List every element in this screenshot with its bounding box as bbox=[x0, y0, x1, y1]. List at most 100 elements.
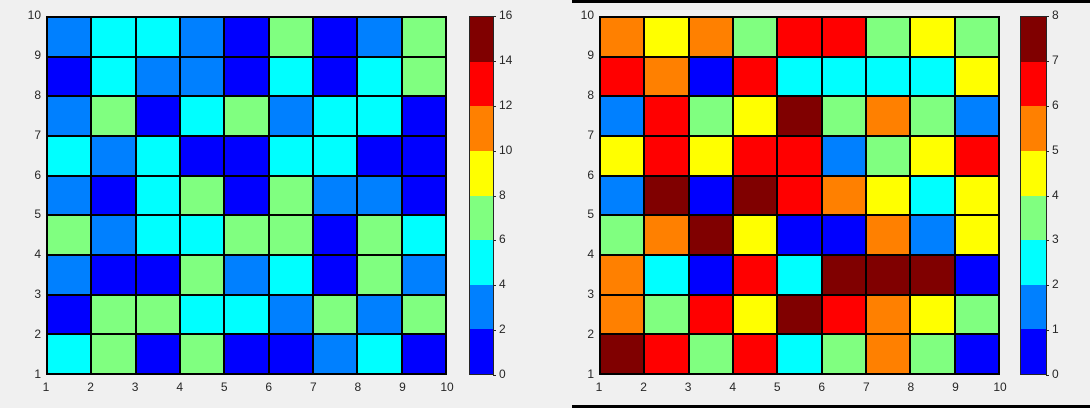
heatmap-cell bbox=[954, 17, 999, 57]
x-tick-label: 9 bbox=[399, 380, 406, 394]
x-tick-label: 7 bbox=[862, 380, 870, 394]
x-tick-label: 1 bbox=[42, 380, 50, 394]
colorbar-tick-label: 12 bbox=[499, 97, 513, 112]
heatmap-cell bbox=[224, 175, 269, 216]
y-tick-label: 1 bbox=[34, 367, 41, 381]
heatmap-cell bbox=[600, 56, 645, 97]
colorbar-tick-label: 0 bbox=[1052, 367, 1059, 381]
colorbar-tick-mark bbox=[493, 105, 496, 107]
heatmap-cell bbox=[312, 96, 358, 136]
colorbar-segment bbox=[1021, 150, 1046, 196]
colorbar-segment bbox=[470, 61, 493, 107]
x-tick-label: 2 bbox=[640, 380, 647, 394]
x-tick-label: 3 bbox=[684, 380, 692, 394]
heatmap-cell bbox=[179, 17, 225, 57]
colorbar-segment bbox=[1021, 195, 1046, 241]
heatmap-cell bbox=[688, 17, 733, 57]
colorbar-segment bbox=[1021, 17, 1046, 62]
colorbar-tick-mark bbox=[1046, 150, 1049, 152]
x-tick-label: 6 bbox=[265, 380, 273, 394]
y-tick-label: 3 bbox=[587, 287, 594, 302]
colorbar-tick-label: 6 bbox=[1052, 97, 1059, 112]
heatmap-cell bbox=[644, 56, 689, 97]
colorbar-tick-label: 2 bbox=[1052, 277, 1059, 292]
heatmap-cell bbox=[91, 255, 136, 295]
heatmap-cell bbox=[732, 56, 778, 97]
heatmap-cell bbox=[401, 96, 446, 136]
heatmap-cell bbox=[644, 294, 689, 335]
colorbar-segment bbox=[470, 150, 493, 196]
colorbar-tick-mark bbox=[1046, 195, 1049, 197]
heatmap-cell bbox=[777, 17, 822, 57]
heatmap-cell bbox=[135, 334, 180, 374]
y-tick-label: 1 bbox=[587, 367, 594, 381]
heatmap-cell bbox=[224, 294, 269, 335]
heatmap-cell bbox=[644, 175, 689, 216]
y-tick-label: 6 bbox=[34, 167, 41, 182]
y-tick-label: 4 bbox=[34, 247, 41, 262]
heatmap-cell bbox=[954, 175, 999, 216]
y-tick-label: 2 bbox=[34, 327, 41, 342]
heatmap-cell bbox=[954, 56, 999, 97]
colorbar bbox=[1020, 16, 1047, 375]
heatmap-cell bbox=[47, 56, 92, 97]
heatmap-cell bbox=[224, 215, 269, 255]
colorbar-tick-mark bbox=[493, 240, 496, 242]
heatmap-cell bbox=[600, 215, 645, 255]
colorbar-segment bbox=[1021, 240, 1046, 285]
heatmap-cell bbox=[135, 96, 180, 136]
x-tick-label: 7 bbox=[309, 380, 317, 394]
heatmap-cell bbox=[357, 175, 402, 216]
heatmap-cell bbox=[688, 334, 733, 374]
y-tick-label: 5 bbox=[34, 207, 41, 222]
heatmap-cell bbox=[910, 96, 955, 136]
y-tick-label: 3 bbox=[34, 287, 41, 302]
colorbar-tick-label: 4 bbox=[1052, 187, 1059, 202]
heatmap-cell bbox=[357, 334, 402, 374]
x-tick-label: 8 bbox=[354, 380, 362, 394]
y-tick-label: 7 bbox=[587, 127, 594, 142]
colorbar-segment bbox=[470, 195, 493, 241]
heatmap-cell bbox=[401, 255, 446, 295]
heatmap-cell bbox=[954, 215, 999, 255]
heatmap-cell bbox=[312, 175, 358, 216]
heatmap-cell bbox=[179, 175, 225, 216]
heatmap-cell bbox=[312, 255, 358, 295]
heatmap-cell bbox=[135, 294, 180, 335]
heatmap-cell bbox=[47, 96, 92, 136]
heatmap-cell bbox=[865, 334, 911, 374]
heatmap-cell bbox=[865, 294, 911, 335]
colorbar-segment bbox=[1021, 284, 1046, 330]
heatmap-cell bbox=[821, 175, 866, 216]
heatmap-cell bbox=[644, 17, 689, 57]
colorbar-tick-label: 6 bbox=[499, 232, 506, 247]
heatmap-cell bbox=[954, 136, 999, 176]
colorbar-tick-label: 2 bbox=[499, 322, 506, 337]
heatmap-cell bbox=[777, 136, 822, 176]
colorbar-tick-label: 16 bbox=[499, 8, 513, 22]
y-tick-label: 2 bbox=[587, 327, 594, 342]
y-tick-label: 7 bbox=[34, 127, 41, 142]
heatmap-cell bbox=[688, 136, 733, 176]
heatmap-cell bbox=[732, 294, 778, 335]
colorbar-tick-label: 1 bbox=[1052, 322, 1059, 337]
heatmap-cell bbox=[821, 136, 866, 176]
colorbar-tick-mark bbox=[1046, 330, 1049, 332]
x-tick-label: 6 bbox=[818, 380, 826, 394]
figure-bottom-border bbox=[572, 405, 1090, 408]
colorbar-tick-label: 3 bbox=[1052, 232, 1059, 247]
heatmap-cell bbox=[732, 17, 778, 57]
heatmap-cell bbox=[357, 255, 402, 295]
colorbar-tick-label: 5 bbox=[1052, 142, 1059, 157]
heatmap-cell bbox=[644, 136, 689, 176]
x-tick-label: 10 bbox=[993, 380, 1007, 394]
heatmap-cell bbox=[91, 17, 136, 57]
heatmap-cell bbox=[688, 96, 733, 136]
heatmap-cell bbox=[401, 136, 446, 176]
heatmap-cell bbox=[821, 334, 866, 374]
y-tick-label: 8 bbox=[34, 87, 41, 102]
heatmap-cell bbox=[910, 56, 955, 97]
heatmap-cell bbox=[91, 215, 136, 255]
y-tick-label: 8 bbox=[587, 87, 594, 102]
heatmap-cell bbox=[224, 136, 269, 176]
